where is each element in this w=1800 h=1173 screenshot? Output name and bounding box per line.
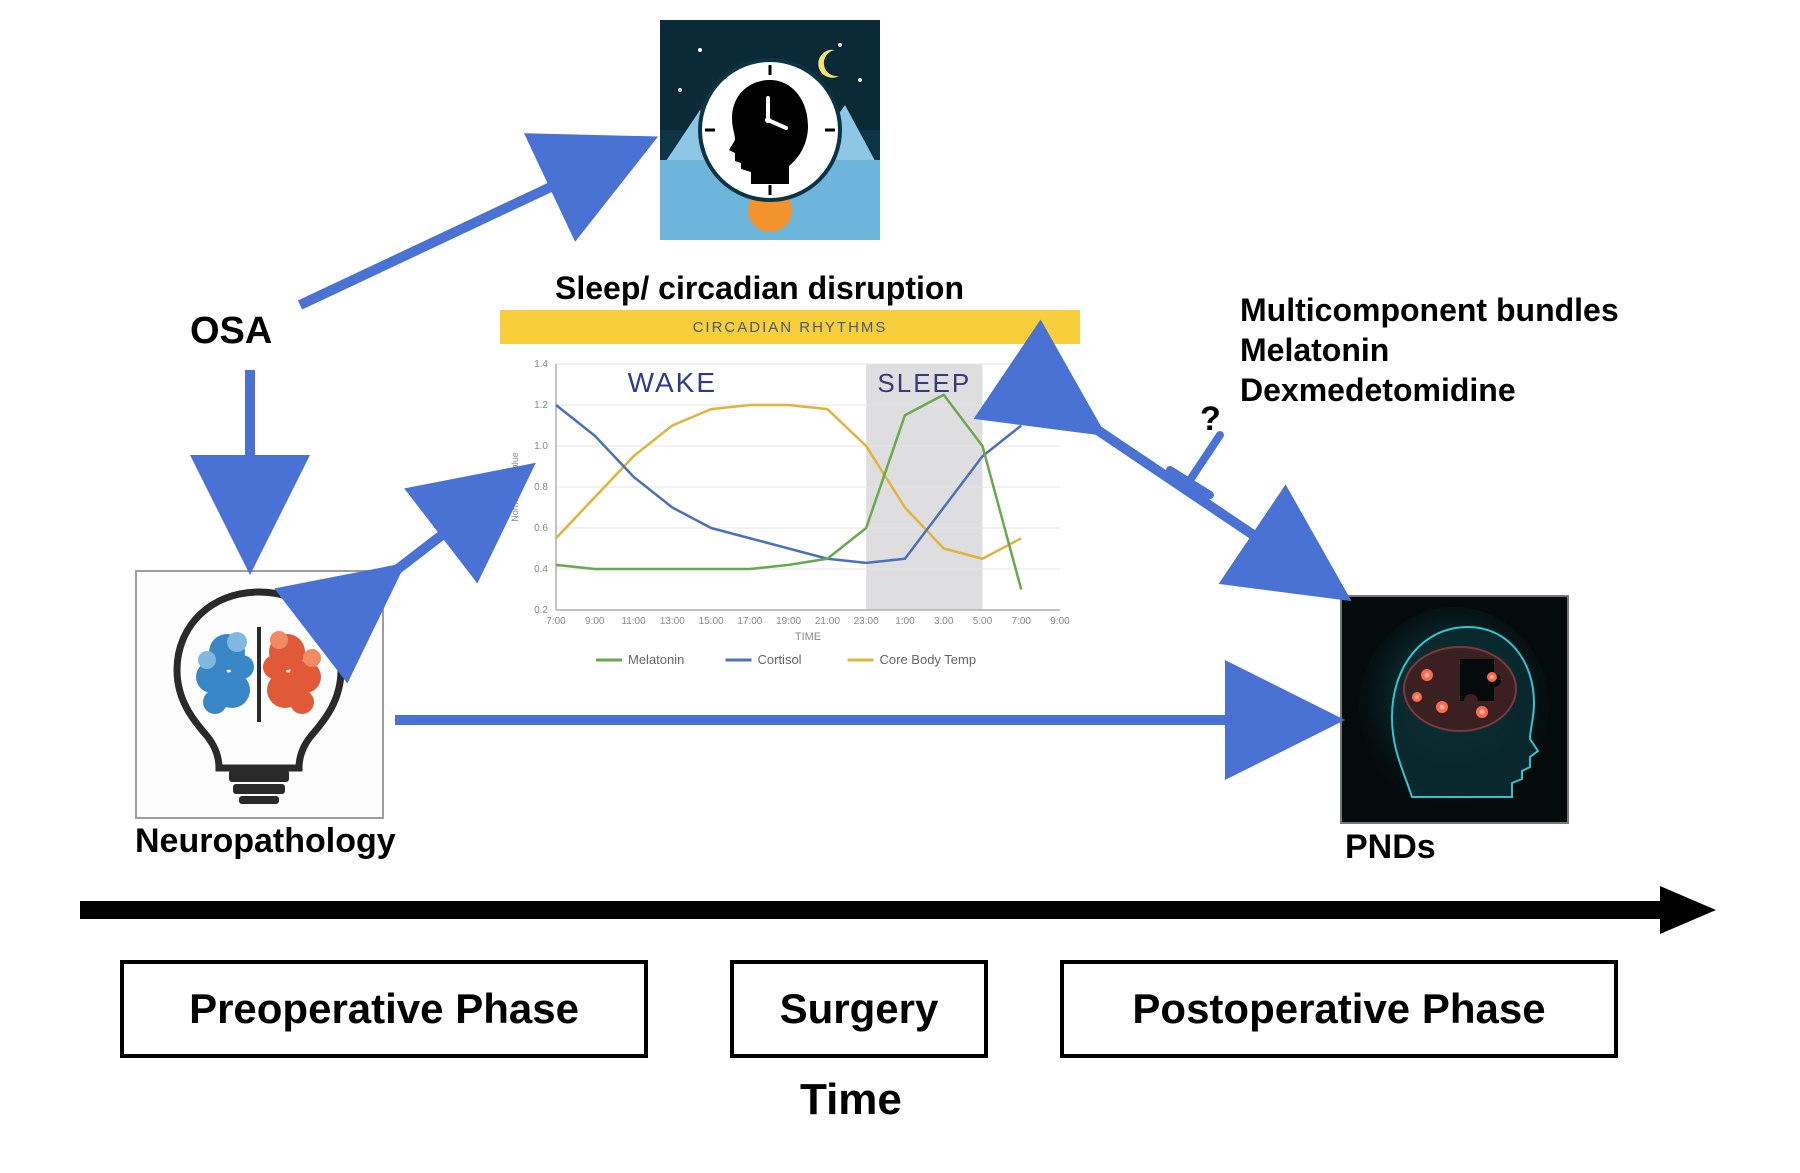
arrows-overlay: [0, 0, 1800, 1000]
phase-preop-box: Preoperative Phase: [120, 960, 648, 1058]
time-label: Time: [800, 1075, 902, 1125]
phase-postop-label: Postoperative Phase: [1132, 985, 1545, 1033]
diagram-stage: OSA Sleep/ circadian disruption Multicom…: [0, 0, 1800, 1173]
phase-surgery-box: Surgery: [730, 960, 988, 1058]
phase-surgery-label: Surgery: [780, 985, 939, 1033]
phase-postop-box: Postoperative Phase: [1060, 960, 1618, 1058]
timeline-arrow: [80, 880, 1720, 940]
phase-preop-label: Preoperative Phase: [189, 985, 579, 1033]
